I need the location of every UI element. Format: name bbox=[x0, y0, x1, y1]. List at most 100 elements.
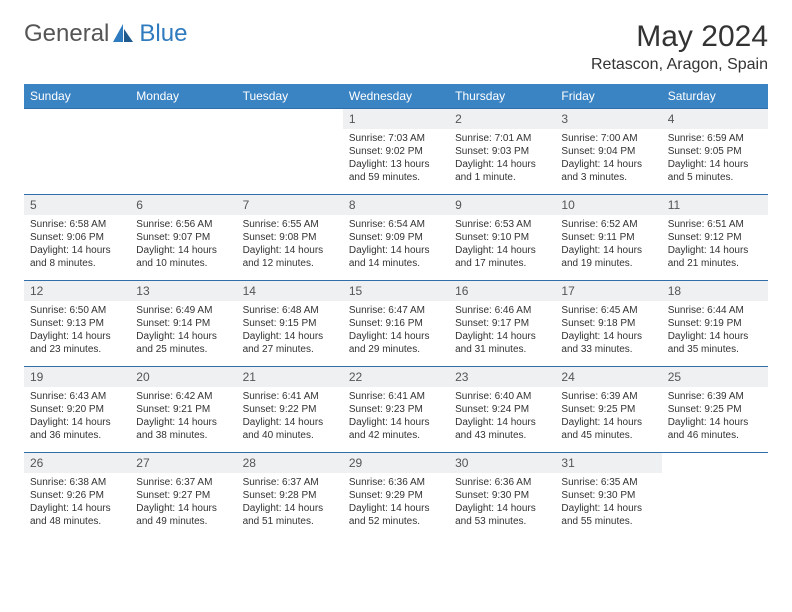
day-number: 26 bbox=[24, 453, 130, 473]
calendar-cell: 23Sunrise: 6:40 AMSunset: 9:24 PMDayligh… bbox=[449, 367, 555, 453]
daylight-text: Daylight: 14 hours and 53 minutes. bbox=[455, 502, 549, 528]
sunrise-text: Sunrise: 6:36 AM bbox=[349, 476, 443, 489]
daylight-text: Daylight: 14 hours and 12 minutes. bbox=[243, 244, 337, 270]
calendar-row: 19Sunrise: 6:43 AMSunset: 9:20 PMDayligh… bbox=[24, 367, 768, 453]
day-number: 6 bbox=[130, 195, 236, 215]
calendar-cell: 14Sunrise: 6:48 AMSunset: 9:15 PMDayligh… bbox=[237, 281, 343, 367]
sunset-text: Sunset: 9:30 PM bbox=[561, 489, 655, 502]
calendar-cell: 12Sunrise: 6:50 AMSunset: 9:13 PMDayligh… bbox=[24, 281, 130, 367]
location-text: Retascon, Aragon, Spain bbox=[591, 56, 768, 74]
calendar-cell: 19Sunrise: 6:43 AMSunset: 9:20 PMDayligh… bbox=[24, 367, 130, 453]
calendar-cell: 2Sunrise: 7:01 AMSunset: 9:03 PMDaylight… bbox=[449, 109, 555, 195]
col-monday: Monday bbox=[130, 84, 236, 109]
day-content: Sunrise: 6:41 AMSunset: 9:23 PMDaylight:… bbox=[343, 387, 449, 446]
calendar-cell: 9Sunrise: 6:53 AMSunset: 9:10 PMDaylight… bbox=[449, 195, 555, 281]
day-content: Sunrise: 6:46 AMSunset: 9:17 PMDaylight:… bbox=[449, 301, 555, 360]
day-number: 29 bbox=[343, 453, 449, 473]
sunset-text: Sunset: 9:04 PM bbox=[561, 145, 655, 158]
sunrise-text: Sunrise: 6:48 AM bbox=[243, 304, 337, 317]
sunrise-text: Sunrise: 6:55 AM bbox=[243, 218, 337, 231]
calendar-cell: 21Sunrise: 6:41 AMSunset: 9:22 PMDayligh… bbox=[237, 367, 343, 453]
daylight-text: Daylight: 14 hours and 55 minutes. bbox=[561, 502, 655, 528]
daylight-text: Daylight: 14 hours and 25 minutes. bbox=[136, 330, 230, 356]
sunrise-text: Sunrise: 6:52 AM bbox=[561, 218, 655, 231]
sunset-text: Sunset: 9:26 PM bbox=[30, 489, 124, 502]
day-content: Sunrise: 6:44 AMSunset: 9:19 PMDaylight:… bbox=[662, 301, 768, 360]
page-header: General Blue May 2024 Retascon, Aragon, … bbox=[24, 20, 768, 74]
calendar-row: 5Sunrise: 6:58 AMSunset: 9:06 PMDaylight… bbox=[24, 195, 768, 281]
calendar-cell bbox=[662, 453, 768, 539]
sunrise-text: Sunrise: 7:03 AM bbox=[349, 132, 443, 145]
day-number: 16 bbox=[449, 281, 555, 301]
daylight-text: Daylight: 14 hours and 46 minutes. bbox=[668, 416, 762, 442]
day-content: Sunrise: 6:38 AMSunset: 9:26 PMDaylight:… bbox=[24, 473, 130, 532]
day-number: 18 bbox=[662, 281, 768, 301]
day-content: Sunrise: 6:35 AMSunset: 9:30 PMDaylight:… bbox=[555, 473, 661, 532]
day-number: 1 bbox=[343, 109, 449, 129]
calendar-cell: 27Sunrise: 6:37 AMSunset: 9:27 PMDayligh… bbox=[130, 453, 236, 539]
calendar-cell: 16Sunrise: 6:46 AMSunset: 9:17 PMDayligh… bbox=[449, 281, 555, 367]
day-number: 25 bbox=[662, 367, 768, 387]
day-content: Sunrise: 7:00 AMSunset: 9:04 PMDaylight:… bbox=[555, 129, 661, 188]
day-content: Sunrise: 6:36 AMSunset: 9:29 PMDaylight:… bbox=[343, 473, 449, 532]
sunrise-text: Sunrise: 6:53 AM bbox=[455, 218, 549, 231]
day-number: 10 bbox=[555, 195, 661, 215]
day-content: Sunrise: 6:58 AMSunset: 9:06 PMDaylight:… bbox=[24, 215, 130, 274]
day-content: Sunrise: 6:56 AMSunset: 9:07 PMDaylight:… bbox=[130, 215, 236, 274]
calendar-cell: 10Sunrise: 6:52 AMSunset: 9:11 PMDayligh… bbox=[555, 195, 661, 281]
daylight-text: Daylight: 14 hours and 1 minute. bbox=[455, 158, 549, 184]
day-number: 20 bbox=[130, 367, 236, 387]
brand-part1: General bbox=[24, 20, 109, 48]
day-content: Sunrise: 6:42 AMSunset: 9:21 PMDaylight:… bbox=[130, 387, 236, 446]
day-number: 31 bbox=[555, 453, 661, 473]
sunset-text: Sunset: 9:18 PM bbox=[561, 317, 655, 330]
calendar-cell: 28Sunrise: 6:37 AMSunset: 9:28 PMDayligh… bbox=[237, 453, 343, 539]
sunrise-text: Sunrise: 6:37 AM bbox=[243, 476, 337, 489]
sunrise-text: Sunrise: 7:00 AM bbox=[561, 132, 655, 145]
sunset-text: Sunset: 9:28 PM bbox=[243, 489, 337, 502]
daylight-text: Daylight: 14 hours and 33 minutes. bbox=[561, 330, 655, 356]
sunrise-text: Sunrise: 6:43 AM bbox=[30, 390, 124, 403]
sunset-text: Sunset: 9:22 PM bbox=[243, 403, 337, 416]
brand-logo: General Blue bbox=[24, 20, 187, 48]
sunrise-text: Sunrise: 6:50 AM bbox=[30, 304, 124, 317]
calendar-row: 12Sunrise: 6:50 AMSunset: 9:13 PMDayligh… bbox=[24, 281, 768, 367]
day-content: Sunrise: 6:37 AMSunset: 9:28 PMDaylight:… bbox=[237, 473, 343, 532]
day-content: Sunrise: 6:48 AMSunset: 9:15 PMDaylight:… bbox=[237, 301, 343, 360]
sunrise-text: Sunrise: 6:39 AM bbox=[561, 390, 655, 403]
daylight-text: Daylight: 14 hours and 31 minutes. bbox=[455, 330, 549, 356]
day-content: Sunrise: 6:43 AMSunset: 9:20 PMDaylight:… bbox=[24, 387, 130, 446]
sunset-text: Sunset: 9:14 PM bbox=[136, 317, 230, 330]
daylight-text: Daylight: 14 hours and 29 minutes. bbox=[349, 330, 443, 356]
sunrise-text: Sunrise: 6:39 AM bbox=[668, 390, 762, 403]
day-number: 8 bbox=[343, 195, 449, 215]
calendar-cell: 15Sunrise: 6:47 AMSunset: 9:16 PMDayligh… bbox=[343, 281, 449, 367]
calendar-cell: 31Sunrise: 6:35 AMSunset: 9:30 PMDayligh… bbox=[555, 453, 661, 539]
col-friday: Friday bbox=[555, 84, 661, 109]
daylight-text: Daylight: 14 hours and 36 minutes. bbox=[30, 416, 124, 442]
calendar-cell: 18Sunrise: 6:44 AMSunset: 9:19 PMDayligh… bbox=[662, 281, 768, 367]
sunset-text: Sunset: 9:13 PM bbox=[30, 317, 124, 330]
day-number: 14 bbox=[237, 281, 343, 301]
day-number: 28 bbox=[237, 453, 343, 473]
calendar-cell: 7Sunrise: 6:55 AMSunset: 9:08 PMDaylight… bbox=[237, 195, 343, 281]
calendar-cell: 22Sunrise: 6:41 AMSunset: 9:23 PMDayligh… bbox=[343, 367, 449, 453]
sunrise-text: Sunrise: 6:46 AM bbox=[455, 304, 549, 317]
daylight-text: Daylight: 14 hours and 5 minutes. bbox=[668, 158, 762, 184]
day-number: 21 bbox=[237, 367, 343, 387]
daylight-text: Daylight: 14 hours and 3 minutes. bbox=[561, 158, 655, 184]
day-header-row: Sunday Monday Tuesday Wednesday Thursday… bbox=[24, 84, 768, 109]
sunset-text: Sunset: 9:17 PM bbox=[455, 317, 549, 330]
day-content: Sunrise: 6:41 AMSunset: 9:22 PMDaylight:… bbox=[237, 387, 343, 446]
daylight-text: Daylight: 14 hours and 38 minutes. bbox=[136, 416, 230, 442]
daylight-text: Daylight: 14 hours and 8 minutes. bbox=[30, 244, 124, 270]
sunrise-text: Sunrise: 6:41 AM bbox=[349, 390, 443, 403]
sunset-text: Sunset: 9:06 PM bbox=[30, 231, 124, 244]
day-content: Sunrise: 6:49 AMSunset: 9:14 PMDaylight:… bbox=[130, 301, 236, 360]
sunrise-text: Sunrise: 6:44 AM bbox=[668, 304, 762, 317]
daylight-text: Daylight: 14 hours and 45 minutes. bbox=[561, 416, 655, 442]
sunset-text: Sunset: 9:15 PM bbox=[243, 317, 337, 330]
daylight-text: Daylight: 14 hours and 42 minutes. bbox=[349, 416, 443, 442]
calendar-cell: 1Sunrise: 7:03 AMSunset: 9:02 PMDaylight… bbox=[343, 109, 449, 195]
calendar-cell: 29Sunrise: 6:36 AMSunset: 9:29 PMDayligh… bbox=[343, 453, 449, 539]
